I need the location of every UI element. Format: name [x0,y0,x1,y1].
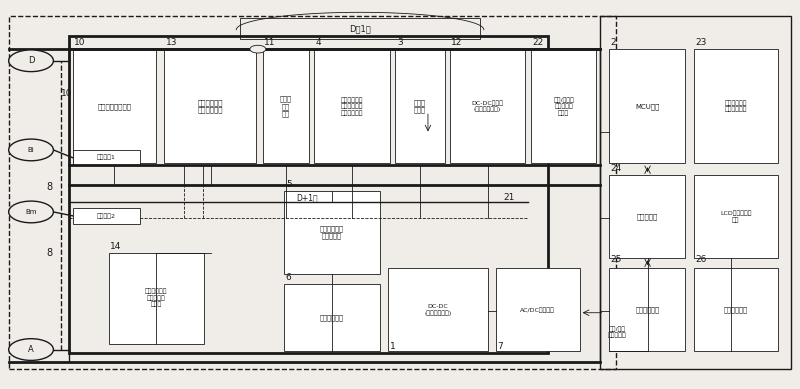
Text: 放电检接电路: 放电检接电路 [320,314,344,321]
Text: 4: 4 [315,38,321,47]
Text: 6: 6 [286,273,291,282]
Text: 数据存储器: 数据存储器 [637,214,658,220]
Text: MCU单元: MCU单元 [635,103,659,110]
Text: 26: 26 [695,255,707,264]
Text: 蓄电池组单体
电压检测设备: 蓄电池组单体 电压检测设备 [725,100,747,112]
Text: 远程通信电路: 远程通信电路 [724,307,748,313]
Text: 13: 13 [166,38,178,47]
Bar [694,268,778,352]
Text: 23: 23 [695,38,707,47]
Bar [240,18,480,39]
Circle shape [9,50,54,72]
Bar [388,268,488,352]
Text: 电流检测2: 电流检测2 [97,213,116,219]
Bar [165,49,256,163]
Bar [600,16,791,369]
Text: Bm: Bm [26,209,37,215]
Bar [610,175,685,258]
Bar [694,49,778,163]
Bar [496,268,580,352]
Text: 3: 3 [397,38,402,47]
Bar [395,49,445,163]
Text: 常用调积在线
测试切换开关: 常用调积在线 测试切换开关 [198,99,223,114]
Text: AC/DC开关电器: AC/DC开关电器 [520,307,555,313]
Bar [73,150,141,165]
Text: D－1母: D－1母 [349,24,371,33]
Bar [9,16,616,369]
Bar [314,49,390,163]
Text: 11: 11 [264,38,276,47]
Text: 22: 22 [533,38,544,47]
Text: A: A [28,345,34,354]
Text: 第二安全保护电路: 第二安全保护电路 [98,103,131,110]
Text: 正负极
切换
开关: 正负极 切换 开关 [280,95,292,117]
Text: 12: 12 [451,38,462,47]
Bar [610,268,685,352]
Bar [262,49,309,163]
Bar [610,49,685,163]
Text: 电流检测1: 电流检测1 [97,155,116,161]
Text: 14: 14 [110,242,122,251]
Bar [69,35,548,354]
Text: 8: 8 [46,182,53,192]
Circle shape [250,45,266,53]
Text: 电流/电压数
据采集及控
制电路: 电流/电压数 据采集及控 制电路 [554,97,574,116]
Bar [450,49,526,163]
Text: LCD显示和键盘
输入: LCD显示和键盘 输入 [720,211,751,223]
Text: 24: 24 [611,164,622,173]
Bar [284,284,380,352]
Circle shape [9,139,54,161]
Circle shape [9,201,54,223]
Bar [73,49,157,163]
Text: 10: 10 [74,38,86,47]
Text: 10: 10 [62,89,73,98]
Text: 25: 25 [611,255,622,264]
Text: 安全保
护电路: 安全保 护电路 [414,99,426,114]
Text: 1: 1 [390,342,395,352]
Text: 2: 2 [611,38,617,47]
Text: 21: 21 [504,193,515,202]
Text: 恒流放电负载
智能控制器: 恒流放电负载 智能控制器 [320,225,344,239]
Text: D: D [28,56,34,65]
Bar [531,49,597,163]
Bar [694,175,778,258]
Text: 8: 8 [46,248,53,258]
Text: 自动恒流充电
相等电位连接
安全控制电路: 自动恒流充电 相等电位连接 安全控制电路 [341,97,363,116]
Text: DC-DC
(主电口主电器): DC-DC (主电口主电器) [424,304,451,315]
Bar [284,191,380,274]
Text: D+1端: D+1端 [296,193,318,202]
Text: DC-DC变换器
(蓄电升压电器): DC-DC变换器 (蓄电升压电器) [471,100,503,112]
Circle shape [9,339,54,360]
Text: 蓄电池储存状
测试智能控
制电路: 蓄电池储存状 测试智能控 制电路 [145,289,168,307]
Text: 5: 5 [286,180,291,189]
Text: 远程通信电路: 远程通信电路 [635,307,659,313]
Text: 系统/外接
交流电输入: 系统/外接 交流电输入 [608,326,626,338]
Text: Bi: Bi [28,147,34,153]
Bar [109,252,204,344]
Bar [73,208,141,224]
Text: 7: 7 [498,342,503,352]
